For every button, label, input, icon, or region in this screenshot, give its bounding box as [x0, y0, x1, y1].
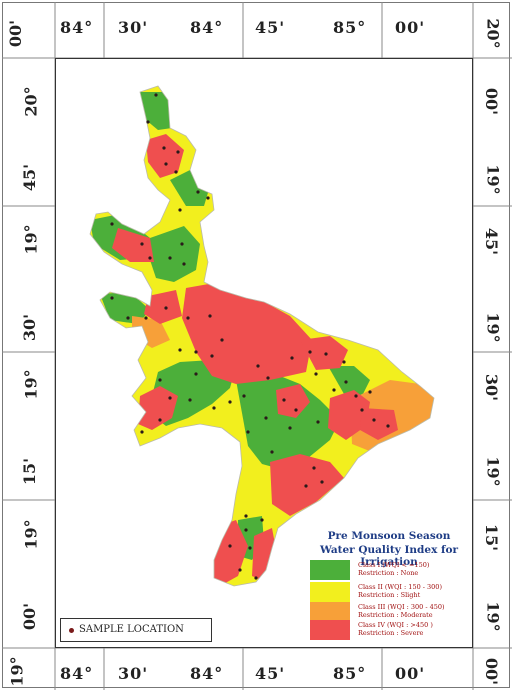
top-tick-1: 84° [60, 18, 94, 37]
bottom-tick-1: 84° [60, 664, 94, 683]
outer-frame [2, 2, 510, 688]
legend-class4-label: Class IV (WQI : >450 ) [358, 621, 433, 629]
legend-class2-restriction: Restriction : Slight [358, 591, 421, 599]
top-tick-4: 45' [255, 18, 286, 37]
legend-class1-label: Class I (WQI < =150) [358, 561, 430, 569]
legend-swatch-class4 [310, 620, 350, 640]
sample-location-legend: SAMPLE LOCATION [60, 618, 212, 642]
bottom-tick-4: 45' [255, 664, 286, 683]
legend-title-line2: Water Quality Index for Irrigation [319, 544, 459, 568]
legend-class3-restriction: Restriction : Moderate [358, 611, 433, 619]
bottom-tick-3: 84° [190, 664, 224, 683]
legend-swatch-class2 [310, 582, 350, 602]
legend: Pre Monsoon Season Water Quality Index f… [300, 524, 470, 644]
sample-points [110, 93, 390, 580]
bottom-tick-5: 85° [333, 664, 367, 683]
legend-swatch-class3 [310, 602, 350, 622]
legend-title-line1: Pre Monsoon Season [327, 530, 451, 542]
bottom-tick-6: 00' [395, 664, 426, 683]
top-tick-3: 84° [190, 18, 224, 37]
top-tick-6: 00' [395, 18, 426, 37]
legend-class3-label: Class III (WQI : 300 - 450) [358, 603, 445, 611]
legend-class1-restriction: Restriction : None [358, 569, 419, 577]
legend-class2-label: Class II (WQI : 150 - 300) [358, 583, 442, 591]
legend-swatch-class1 [310, 560, 350, 580]
legend-class4-restriction: Restriction : Severe [358, 629, 424, 637]
top-tick-2: 30' [118, 18, 149, 37]
bottom-tick-2: 30' [118, 664, 149, 683]
sample-location-label: SAMPLE LOCATION [79, 624, 184, 635]
sample-location-dot-icon [69, 628, 74, 633]
top-tick-5: 85° [333, 18, 367, 37]
